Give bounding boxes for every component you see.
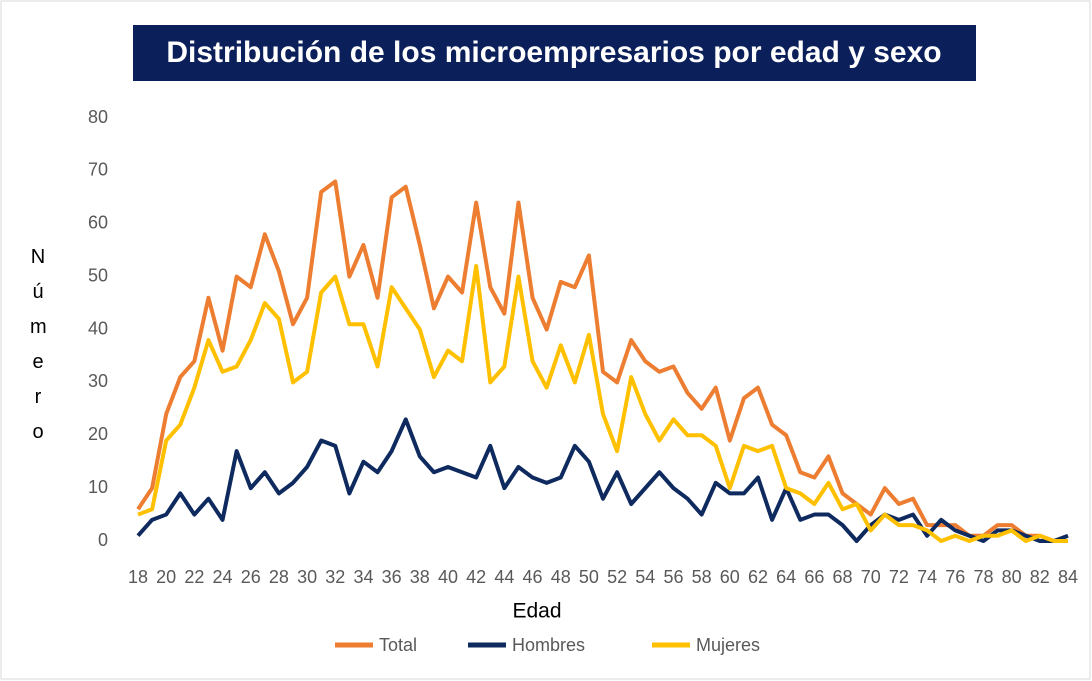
x-tick-label: 30: [297, 567, 317, 587]
y-axis-label: Número: [30, 246, 47, 443]
x-tick-label: 56: [663, 567, 683, 587]
x-tick-label: 70: [861, 567, 881, 587]
x-tick-label: 82: [1030, 567, 1050, 587]
x-tick-label: 40: [438, 567, 458, 587]
y-tick-label: 30: [88, 371, 108, 391]
x-tick-label: 80: [1002, 567, 1022, 587]
x-tick-label: 84: [1058, 567, 1078, 587]
x-tick-label: 58: [692, 567, 712, 587]
series-line: [137, 264, 1068, 543]
y-tick-label: 20: [88, 424, 108, 444]
legend-label: Mujeres: [696, 635, 760, 655]
x-tick-label: 54: [635, 567, 655, 587]
x-tick-label: 68: [833, 567, 853, 587]
x-tick-label: 22: [184, 567, 204, 587]
x-tick-label: 48: [551, 567, 571, 587]
x-tick-label: 72: [889, 567, 909, 587]
x-tick-label: 28: [269, 567, 289, 587]
x-tick-label: 76: [945, 567, 965, 587]
legend-label: Hombres: [512, 635, 585, 655]
x-tick-label: 34: [353, 567, 373, 587]
title-box: [133, 25, 976, 81]
x-tick-label: 42: [466, 567, 486, 587]
x-axis-label: Edad: [512, 600, 561, 623]
chart-title: Distribución de los microempresarios por…: [166, 36, 941, 69]
x-tick-label: 20: [156, 567, 176, 587]
x-tick-label: 60: [720, 567, 740, 587]
x-tick-label: 38: [410, 567, 430, 587]
y-tick-label: 50: [88, 265, 108, 285]
x-tick-label: 66: [804, 567, 824, 587]
y-tick-label: 40: [88, 318, 108, 338]
x-tick-label: 26: [241, 567, 261, 587]
x-tick-label: 36: [382, 567, 402, 587]
y-tick-label: 80: [88, 107, 108, 127]
x-tick-label: 74: [917, 567, 937, 587]
series-line: [136, 179, 1068, 543]
x-tick-label: 46: [523, 567, 543, 587]
x-tick-label: 44: [494, 567, 514, 587]
y-tick-label: 70: [88, 160, 108, 180]
series-line: [136, 417, 1069, 543]
y-tick-label: 60: [88, 213, 108, 233]
x-tick-label: 50: [579, 567, 599, 587]
x-tick-label: 64: [776, 567, 796, 587]
x-tick-label: 24: [213, 567, 233, 587]
x-tick-label: 78: [973, 567, 993, 587]
x-tick-label: 52: [607, 567, 627, 587]
y-tick-label: 10: [88, 477, 108, 497]
x-tick-label: 18: [128, 567, 148, 587]
legend-label: Total: [379, 635, 417, 655]
y-tick-label: 0: [98, 530, 108, 550]
x-tick-label: 32: [325, 567, 345, 587]
x-tick-label: 62: [748, 567, 768, 587]
